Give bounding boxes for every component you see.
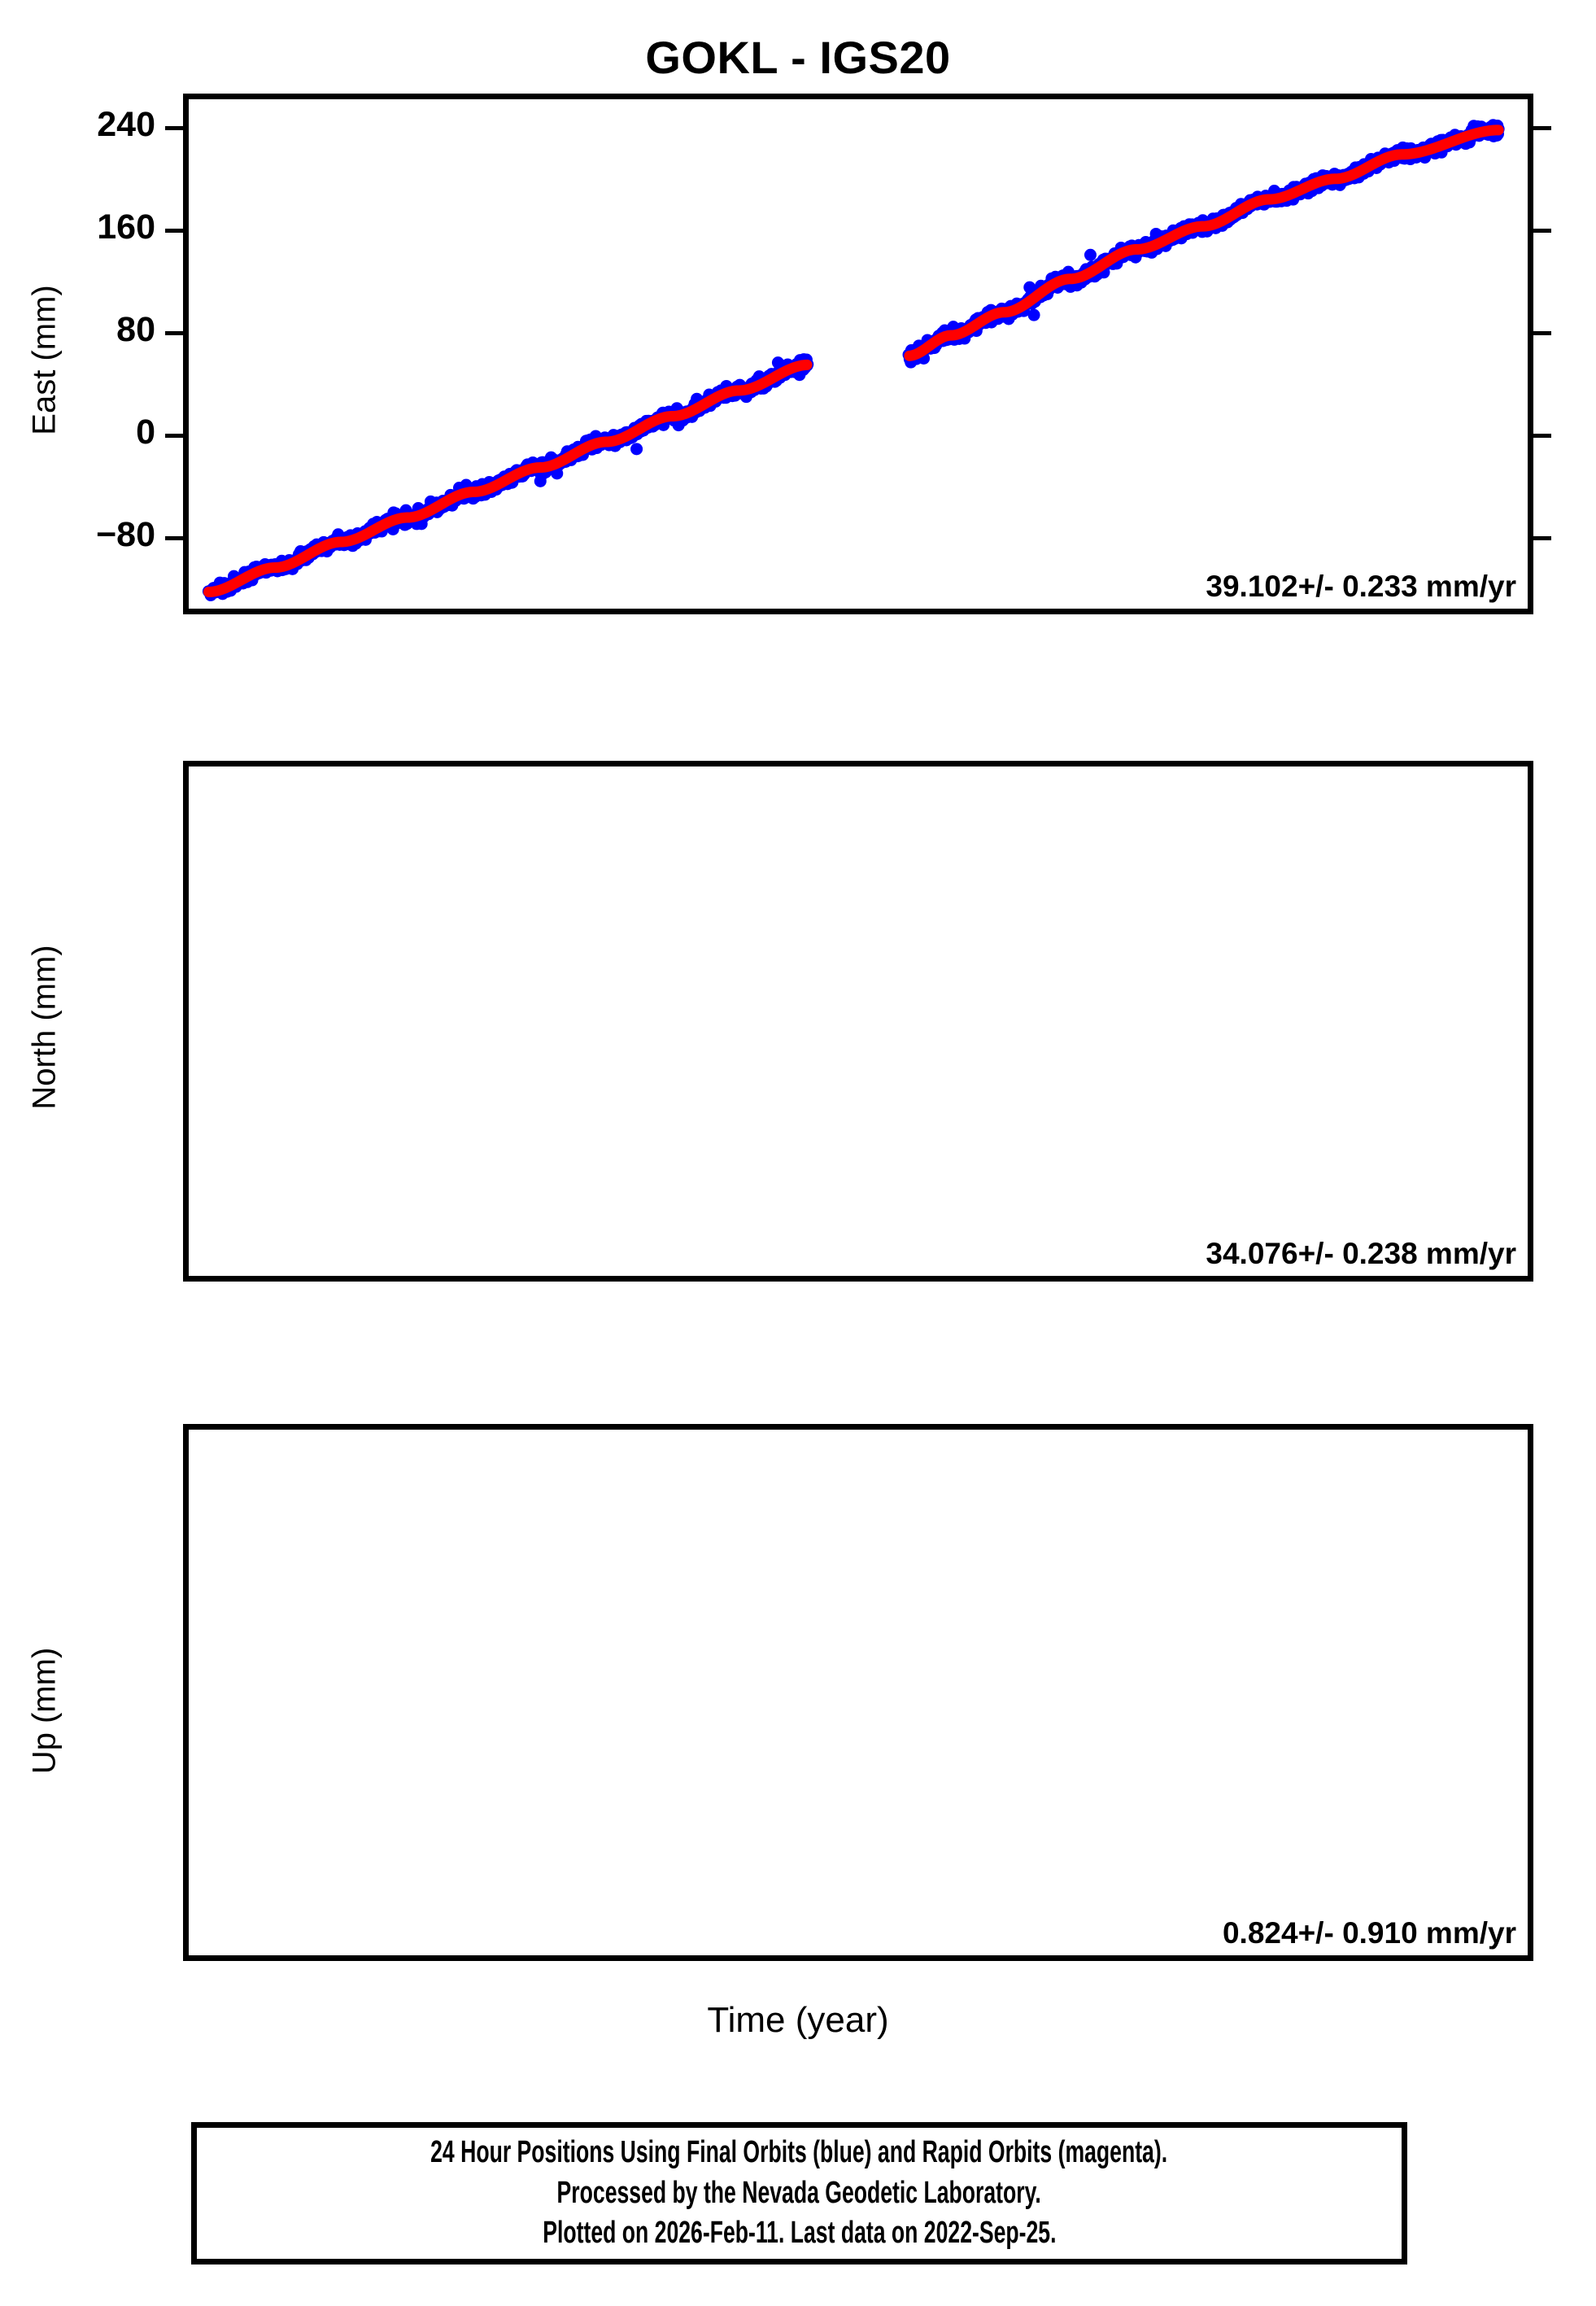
east-ytick: [165, 536, 183, 541]
footer-box: 24 Hour Positions Using Final Orbits (bl…: [191, 2122, 1407, 2265]
east-ytick-label: −80: [96, 515, 155, 555]
footer-line-1: 24 Hour Positions Using Final Orbits (bl…: [430, 2135, 1168, 2170]
up-axis-label: Up (mm): [26, 1647, 63, 1775]
east-ytick: [1533, 228, 1551, 233]
north-plot-canvas: [189, 766, 1528, 1276]
east-ytick: [1533, 125, 1551, 130]
up-plot-frame: 0.824+/- 0.910 mm/yr: [183, 1424, 1533, 1961]
east-ytick: [1533, 434, 1551, 439]
east-ytick: [165, 228, 183, 233]
east-plot-frame: 39.102+/- 0.233 mm/yr: [183, 94, 1533, 614]
east-ytick: [165, 434, 183, 439]
north-plot-frame: 34.076+/- 0.238 mm/yr: [183, 761, 1533, 1282]
panel-east: East (mm) 39.102+/- 0.233 mm/yr 240 160 80…: [0, 0, 1596, 684]
panel-north: North (mm) 34.076+/- 0.238 mm/yr: [0, 667, 1596, 1351]
panel-up: Up (mm) 0.824+/- 0.910 mm/yr Time (year): [0, 1334, 1596, 2051]
north-rate-label: 34.076+/- 0.238 mm/yr: [1206, 1237, 1516, 1270]
east-ytick-label: 240: [97, 104, 155, 144]
up-rate-label: 0.824+/- 0.910 mm/yr: [1222, 1916, 1516, 1950]
up-plot-canvas: [189, 1430, 1528, 1955]
east-ytick: [1533, 536, 1551, 541]
east-ytick: [165, 125, 183, 130]
east-plot-canvas: [202, 119, 1505, 601]
east-ytick-label: 80: [116, 309, 155, 349]
north-axis-label: North (mm): [26, 945, 63, 1110]
east-ytick-label: 0: [136, 413, 155, 452]
x-axis-title: Time (year): [707, 2000, 889, 2040]
east-ytick: [1533, 330, 1551, 335]
page-title: GOKL - IGS20: [645, 32, 951, 83]
east-ytick: [165, 330, 183, 335]
footer-line-3: Plotted on 2026-Feb-11. Last data on 202…: [542, 2216, 1057, 2251]
east-rate-label: 39.102+/- 0.233 mm/yr: [1206, 570, 1516, 603]
trend-line: [203, 124, 1504, 597]
footer-line-2: Processed by the Nevada Geodetic Laborat…: [556, 2175, 1042, 2210]
east-ytick-label: 160: [97, 207, 155, 247]
